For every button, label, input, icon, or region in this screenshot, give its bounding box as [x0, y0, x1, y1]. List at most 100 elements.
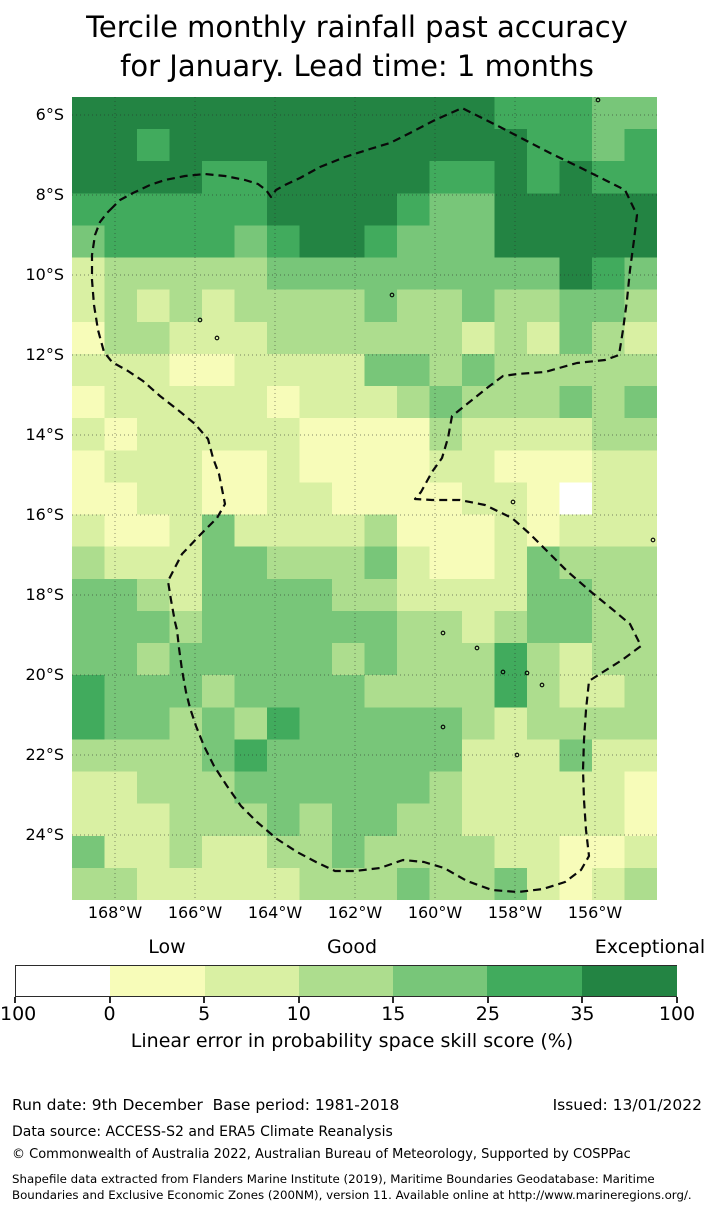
heatmap-cell	[234, 867, 268, 901]
heatmap-cell	[364, 386, 398, 419]
heatmap-cell	[169, 418, 203, 451]
heatmap-cell	[527, 193, 561, 227]
heatmap-cell	[137, 514, 171, 548]
heatmap-cell	[332, 771, 366, 805]
heatmap-cell	[267, 867, 301, 901]
footer-data-source: Data source: ACCESS-S2 and ERA5 Climate …	[12, 1124, 393, 1140]
heatmap-cell	[234, 643, 268, 676]
heatmap-cell	[169, 193, 203, 227]
heatmap-cell	[234, 257, 268, 291]
heatmap-cell	[104, 610, 138, 644]
heatmap-cell	[267, 289, 301, 323]
heatmap-cell	[397, 546, 431, 580]
heatmap-cell	[494, 321, 528, 355]
heatmap-cell	[267, 161, 301, 194]
heatmap-cell	[169, 514, 203, 548]
heatmap-cell	[234, 739, 268, 773]
heatmap-cell	[267, 546, 301, 580]
heatmap-cell	[527, 450, 561, 484]
heatmap-cell	[397, 161, 431, 194]
heatmap-cell	[332, 450, 366, 484]
heatmap-cell	[104, 514, 138, 548]
heatmap-cell	[234, 803, 268, 837]
heatmap-cell	[592, 353, 626, 387]
heatmap-cell	[202, 225, 236, 259]
heatmap-cell	[429, 482, 463, 516]
colorbar-segment	[16, 966, 112, 996]
heatmap-cell	[169, 225, 203, 259]
colorbar-tick-label: 35	[570, 1003, 595, 1025]
heatmap-cell	[364, 482, 398, 516]
heatmap-cell	[364, 257, 398, 291]
heatmap-cell	[462, 546, 496, 580]
heatmap-cell	[592, 546, 626, 580]
colorbar-tick-label: 15	[381, 1003, 406, 1025]
colorbar-tick-label: 0	[103, 1003, 116, 1025]
heatmap-cell	[397, 803, 431, 837]
heatmap-cell	[137, 739, 171, 773]
heatmap-cell	[527, 643, 561, 676]
heatmap-cell	[267, 803, 301, 837]
heatmap-cell	[267, 129, 301, 162]
heatmap-cell	[332, 546, 366, 580]
heatmap-cell	[364, 803, 398, 837]
heatmap-cell	[527, 610, 561, 644]
heatmap-cell	[494, 129, 528, 162]
heatmap-cell	[559, 707, 593, 740]
heatmap-cell	[137, 643, 171, 676]
heatmap-cell	[624, 514, 658, 548]
heatmap-cell	[72, 546, 106, 580]
island-mark	[514, 752, 520, 758]
x-tick-label: 162°W	[327, 903, 383, 922]
heatmap-cell	[234, 675, 268, 708]
heatmap-cell	[299, 675, 333, 708]
heatmap-cell	[267, 225, 301, 259]
heatmap-cell	[137, 803, 171, 837]
heatmap-cell	[397, 482, 431, 516]
heatmap-cell	[624, 803, 658, 837]
heatmap-cell	[104, 386, 138, 419]
colorbar-segment	[110, 966, 206, 996]
heatmap-cell	[592, 193, 626, 227]
heatmap-cell	[169, 161, 203, 194]
heatmap-cell	[137, 546, 171, 580]
heatmap-cell	[202, 97, 236, 130]
heatmap-cell	[527, 546, 561, 580]
heatmap-cell	[462, 386, 496, 419]
y-tick-label: 8°S	[35, 185, 64, 204]
heatmap-cell	[104, 289, 138, 323]
heatmap-cell	[332, 675, 366, 708]
heatmap-cell	[624, 771, 658, 805]
heatmap-cell	[104, 739, 138, 773]
heatmap-cell	[527, 482, 561, 516]
heatmap-cell	[527, 353, 561, 387]
island-mark	[650, 537, 656, 543]
heatmap-cell	[299, 482, 333, 516]
heatmap-cell	[364, 289, 398, 323]
heatmap-cell	[332, 225, 366, 259]
heatmap-cell	[429, 739, 463, 773]
heatmap-cell	[559, 514, 593, 548]
heatmap-cell	[429, 353, 463, 387]
colorbar-category-low: Low	[148, 936, 186, 958]
heatmap-cell	[104, 129, 138, 162]
heatmap-cell	[169, 867, 203, 901]
heatmap-cell	[527, 803, 561, 837]
heatmap-cell	[429, 321, 463, 355]
heatmap-cell	[202, 771, 236, 805]
heatmap-cell	[72, 482, 106, 516]
heatmap-cell	[397, 418, 431, 451]
heatmap-cell	[624, 193, 658, 227]
heatmap-cell	[592, 867, 626, 901]
heatmap-cell	[234, 578, 268, 612]
heatmap-cell	[397, 643, 431, 676]
heatmap-cell	[494, 353, 528, 387]
heatmap-cell	[299, 353, 333, 387]
colorbar-segment	[204, 966, 300, 996]
heatmap-cell	[397, 739, 431, 773]
heatmap-cell	[364, 835, 398, 869]
heatmap-cell	[267, 771, 301, 805]
heatmap-cell	[299, 643, 333, 676]
heatmap-cell	[202, 386, 236, 419]
rainfall-accuracy-heatmap	[72, 97, 658, 901]
